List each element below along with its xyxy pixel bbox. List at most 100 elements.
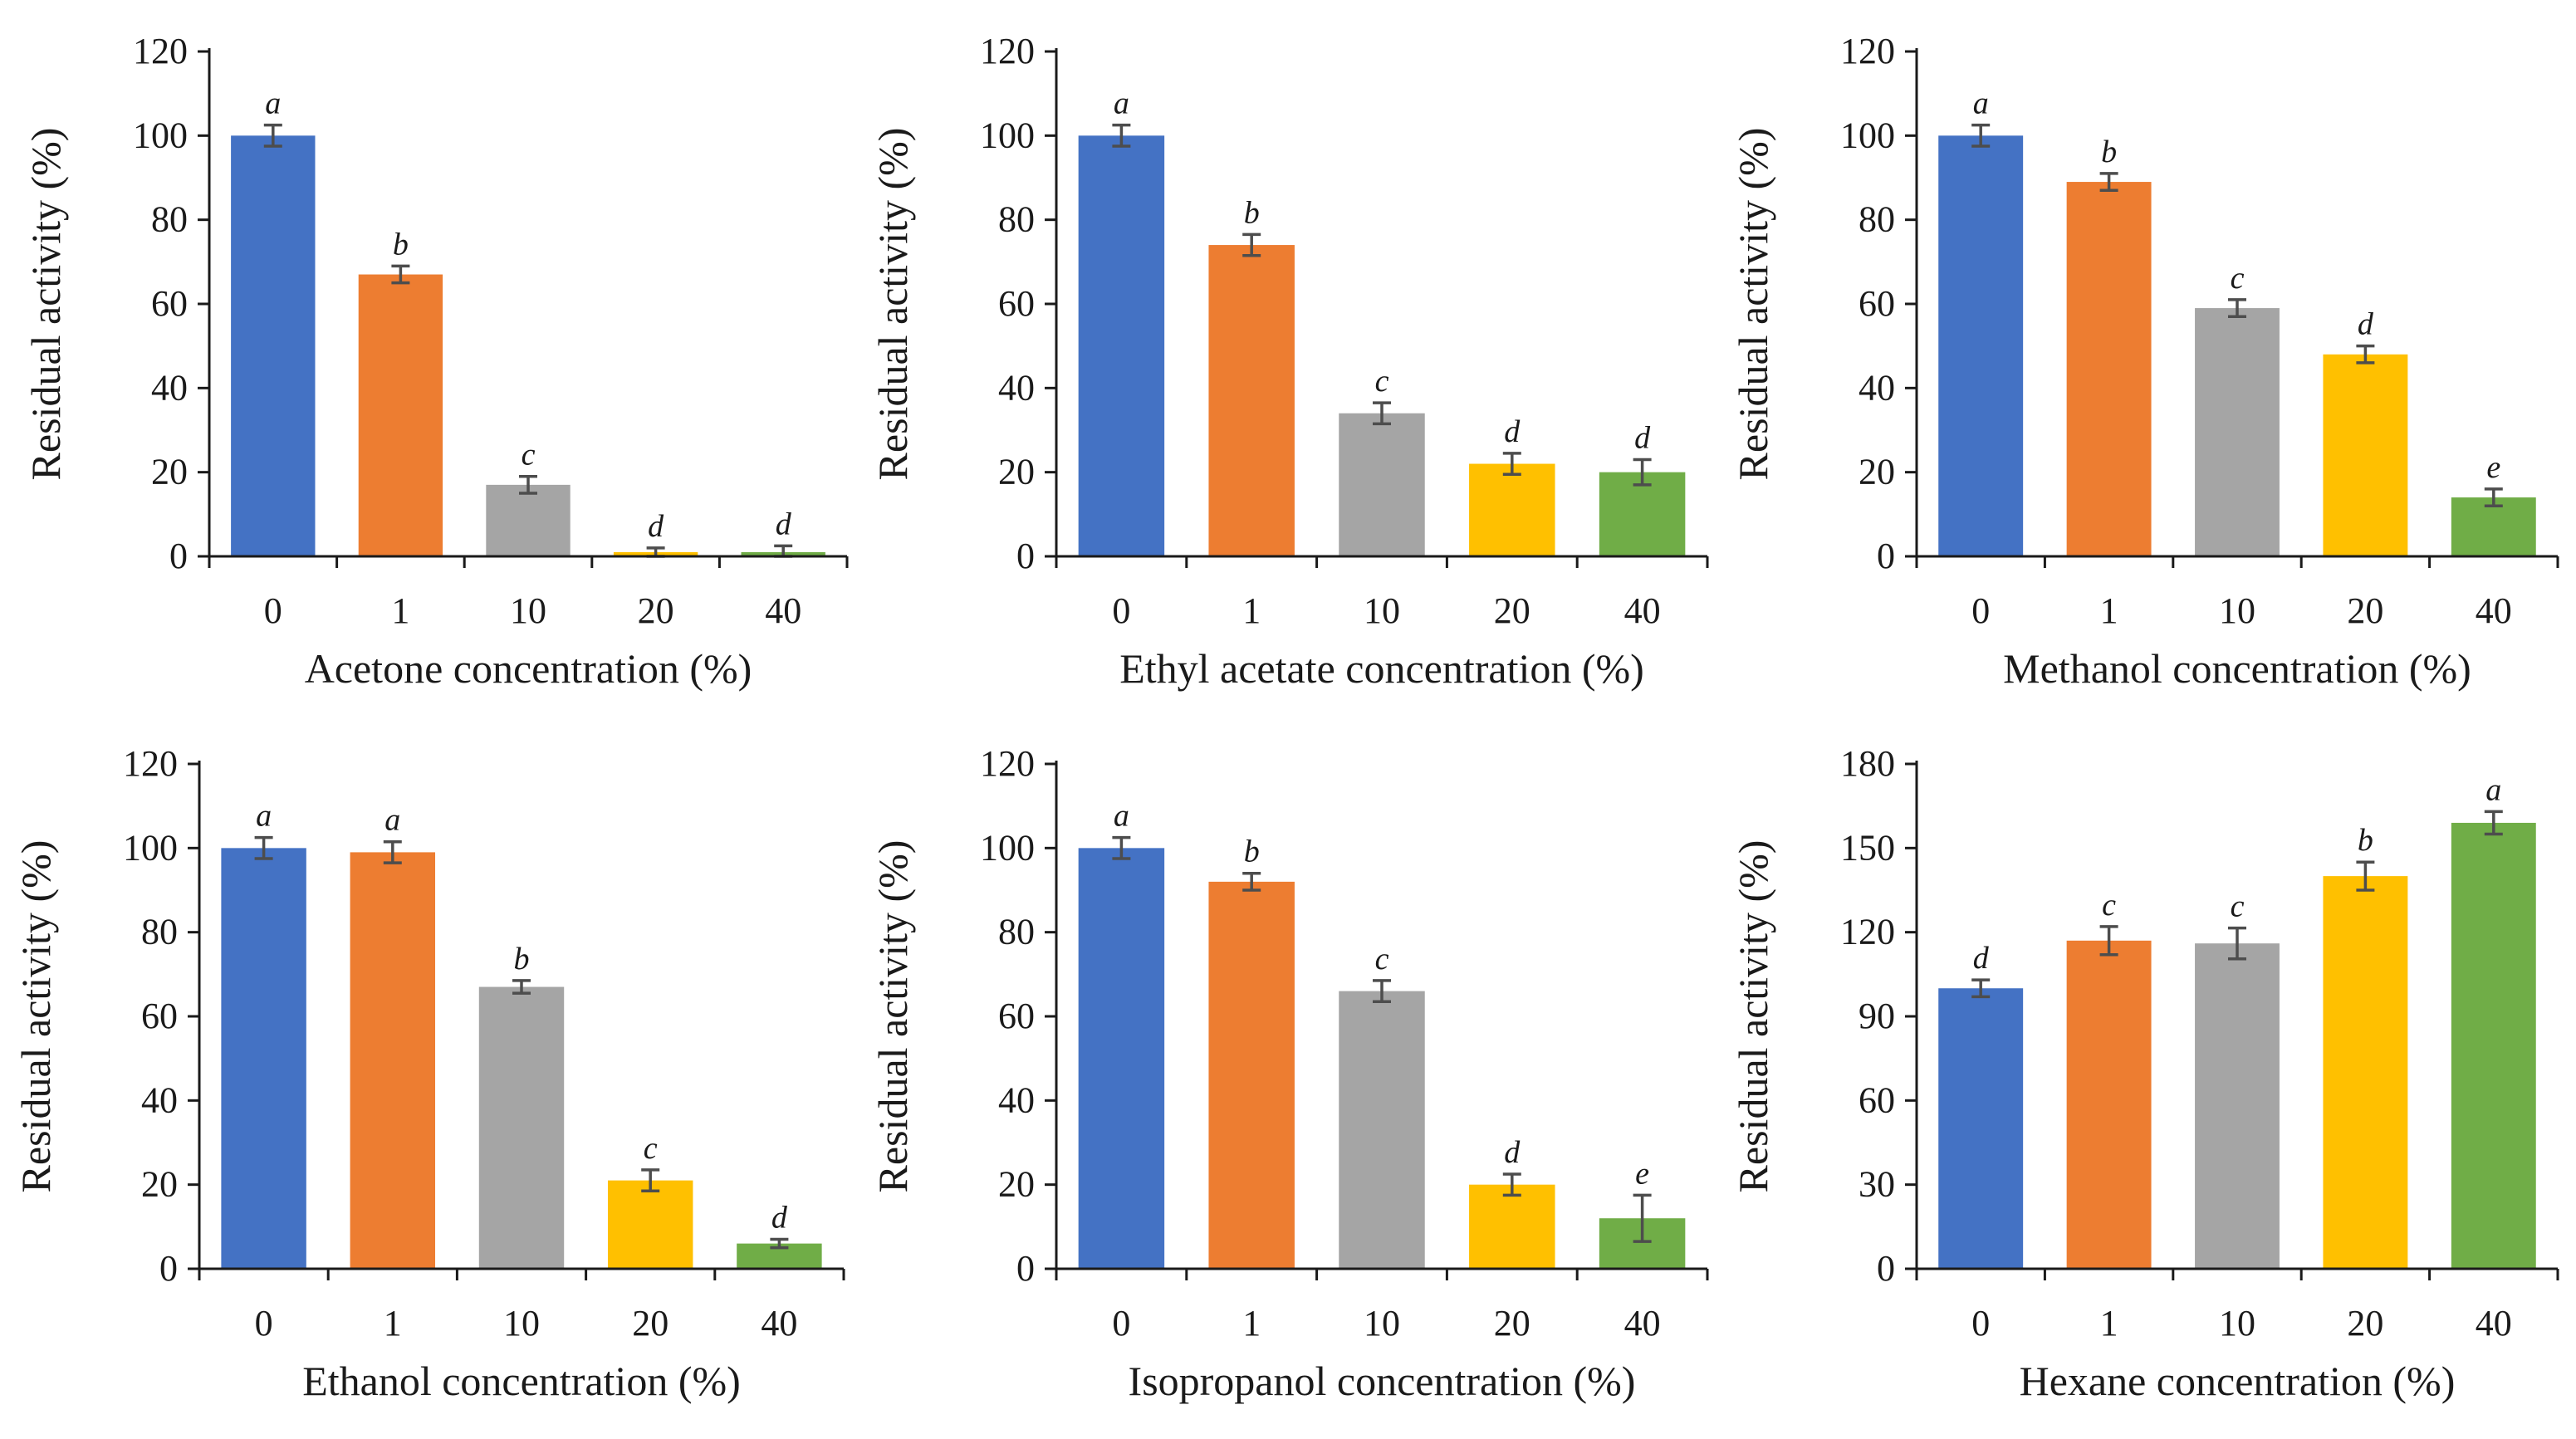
error-bar	[770, 1237, 789, 1250]
error-bar	[1633, 458, 1652, 487]
significance-letter: d	[648, 509, 664, 544]
x-tick-label: 40	[1624, 1303, 1661, 1344]
error-bar	[2228, 298, 2246, 318]
error-bar	[2484, 487, 2503, 507]
bar	[486, 484, 571, 556]
y-tick-label: 60	[151, 283, 188, 324]
x-tick-label: 20	[632, 1303, 668, 1344]
significance-letter: a	[1114, 86, 1129, 121]
bar	[478, 986, 565, 1269]
bar	[2195, 308, 2280, 556]
x-tick-label: 1	[2100, 1303, 2118, 1344]
x-axis-title: Ethanol concentration (%)	[302, 1358, 741, 1404]
error-bar	[1502, 452, 1521, 476]
significance-letter: d	[1634, 420, 1651, 455]
bar	[1078, 848, 1165, 1269]
y-tick-label: 60	[998, 283, 1035, 324]
y-tick-label: 80	[151, 199, 188, 240]
x-tick-label: 40	[761, 1303, 797, 1344]
significance-letter: c	[2102, 888, 2116, 923]
error-bar	[2484, 810, 2503, 836]
error-bar	[1373, 401, 1391, 426]
significance-letter: d	[1504, 414, 1521, 449]
significance-letter: b	[514, 942, 530, 976]
chart-panel: d c c b a 0 30 60 90 120 150 180 0 1 10 20 40 Hexane conc…	[1730, 743, 2559, 1404]
y-tick-label: 120	[980, 31, 1035, 71]
x-axis-title: Hexane concentration (%)	[2020, 1358, 2456, 1404]
y-tick-label: 120	[980, 743, 1035, 784]
bar	[1339, 991, 1425, 1269]
y-tick-label: 80	[998, 912, 1035, 952]
y-tick-label: 0	[1016, 536, 1035, 576]
bar	[1469, 1184, 1555, 1269]
error-bar	[2228, 926, 2246, 961]
y-axis-title: Residual activity (%)	[12, 840, 59, 1193]
y-tick-label: 40	[151, 367, 188, 408]
x-tick-label: 10	[1364, 1303, 1400, 1344]
bar	[2451, 822, 2536, 1269]
x-axis-title: Acetone concentration (%)	[305, 645, 752, 692]
significance-letter: a	[384, 803, 400, 838]
significance-letter: d	[2358, 307, 2374, 342]
significance-letter: c	[1375, 942, 1389, 976]
significance-letter: a	[1114, 799, 1129, 834]
x-axis-title: Isopropanol concentration (%)	[1129, 1358, 1636, 1404]
error-bar	[1502, 1172, 1521, 1197]
x-tick-label: 40	[2476, 590, 2512, 631]
y-axis-title: Residual activity (%)	[22, 128, 69, 481]
significance-letter: b	[393, 227, 409, 262]
chart-panel: a b c d d 0 20 40 60 80 100 120 0 1 10 20 40 Acetone conc…	[22, 31, 849, 692]
bar	[231, 135, 316, 557]
bar	[221, 848, 306, 1269]
y-tick-label: 100	[1840, 115, 1895, 155]
significance-letter: a	[256, 799, 272, 834]
error-bar	[1112, 835, 1131, 860]
y-tick-label: 60	[998, 996, 1035, 1036]
y-tick-label: 40	[998, 1079, 1035, 1120]
error-bar	[2356, 344, 2375, 365]
y-axis-title: Residual activity (%)	[869, 128, 916, 481]
error-bar	[1971, 978, 1991, 999]
y-tick-label: 100	[980, 827, 1035, 868]
y-tick-label: 20	[141, 1164, 178, 1205]
x-tick-label: 0	[1112, 1303, 1130, 1344]
chart-panel: a a b c d 0 20 40 60 80 100 120 0 1 10 20 40 Ethanol conc…	[12, 743, 845, 1404]
error-bar	[2099, 925, 2118, 957]
x-tick-label: 1	[2100, 590, 2118, 631]
y-tick-label: 20	[1859, 452, 1895, 492]
bar	[1938, 135, 2024, 557]
bar	[1078, 135, 1165, 557]
x-tick-label: 1	[1242, 1303, 1261, 1344]
y-tick-label: 120	[1840, 912, 1895, 952]
x-tick-label: 0	[1971, 1303, 1990, 1344]
y-tick-label: 40	[141, 1079, 178, 1120]
error-bar	[254, 835, 273, 860]
y-tick-label: 40	[998, 367, 1035, 408]
error-bar	[512, 979, 531, 995]
error-bar	[391, 264, 410, 285]
y-tick-label: 60	[1859, 283, 1895, 324]
bar	[607, 1180, 693, 1269]
significance-letter: b	[2358, 823, 2373, 858]
x-tick-label: 10	[503, 1303, 540, 1344]
y-tick-label: 100	[980, 115, 1035, 155]
significance-letter: b	[1244, 835, 1260, 869]
x-tick-label: 20	[2347, 590, 2383, 631]
x-tick-label: 0	[255, 1303, 273, 1344]
significance-letter: e	[2486, 450, 2500, 485]
significance-letter: d	[1973, 941, 1990, 976]
y-tick-label: 0	[159, 1248, 178, 1289]
y-tick-label: 120	[133, 31, 188, 71]
y-tick-label: 0	[1016, 1248, 1035, 1289]
y-tick-label: 150	[1840, 827, 1895, 868]
y-axis-title: Residual activity (%)	[1730, 128, 1776, 481]
bar	[2195, 943, 2280, 1269]
y-tick-label: 80	[141, 912, 178, 952]
significance-letter: a	[1973, 86, 1989, 121]
x-tick-label: 20	[2347, 1303, 2383, 1344]
error-bar	[263, 123, 282, 148]
bar	[1938, 988, 2024, 1269]
